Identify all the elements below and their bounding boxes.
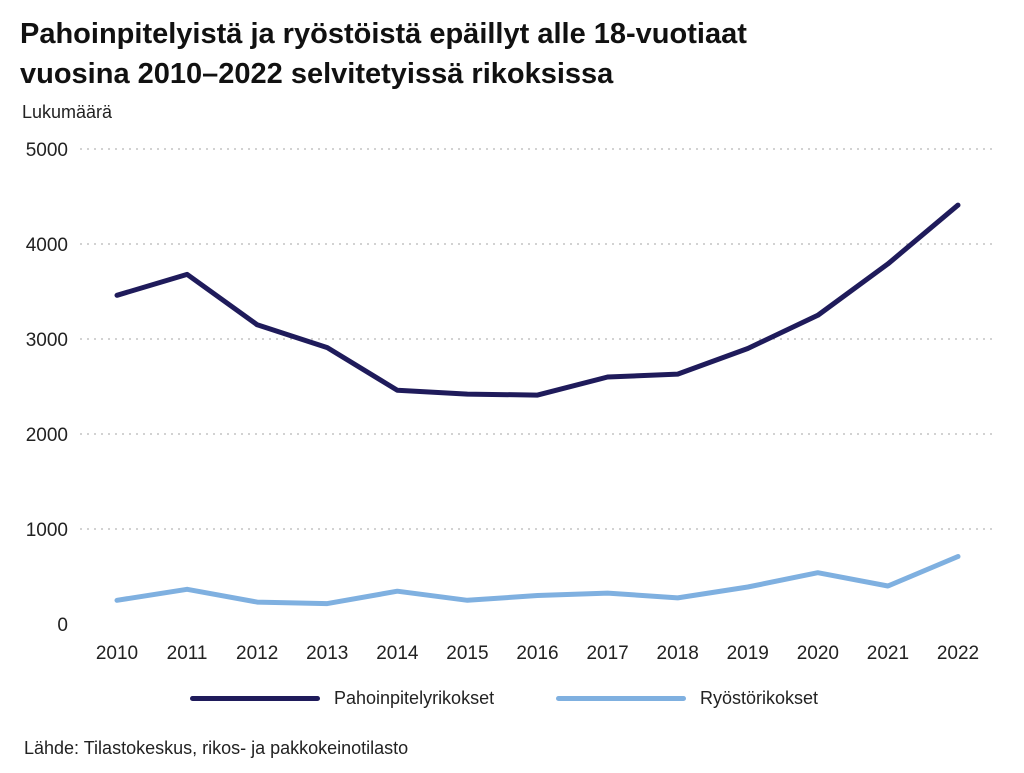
legend-label-ryosto: Ryöstörikokset <box>700 688 819 708</box>
x-tick-label-2016: 2016 <box>516 643 558 664</box>
chart-title-line-1: Pahoinpitelyistä ja ryöstöistä epäillyt … <box>20 18 747 50</box>
chart-title-line-2: vuosina 2010–2022 selvitetyissä rikoksis… <box>20 58 614 90</box>
legend-swatch-ryosto <box>556 696 686 701</box>
x-tick-label-2020: 2020 <box>797 643 839 664</box>
x-tick-label-2014: 2014 <box>376 643 419 664</box>
legend-swatch-pahoinpitely <box>190 696 320 701</box>
y-tick-label-2000: 2000 <box>26 425 68 446</box>
chart-title: Pahoinpitelyistä ja ryöstöistä epäillyt … <box>20 14 1010 94</box>
x-tick-label-2017: 2017 <box>586 643 628 664</box>
y-tick-label-4000: 4000 <box>26 235 68 256</box>
series-line-0 <box>114 202 961 398</box>
x-tick-label-2013: 2013 <box>306 643 348 664</box>
x-tick-label-2010: 2010 <box>96 643 138 664</box>
x-tick-label-2015: 2015 <box>446 643 488 664</box>
y-tick-label-3000: 3000 <box>26 330 68 351</box>
y-tick-label-0: 0 <box>57 615 68 636</box>
y-tick-label-1000: 1000 <box>26 520 68 541</box>
legend-item-ryosto: Ryöstörikokset <box>556 688 818 709</box>
x-tick-label-2021: 2021 <box>867 643 909 664</box>
y-tick-label-5000: 5000 <box>26 140 68 161</box>
x-tick-label-2019: 2019 <box>727 643 769 664</box>
legend-label-pahoinpitely: Pahoinpitelyrikokset <box>334 688 495 708</box>
y-axis-label: Lukumäärä <box>22 102 113 122</box>
x-tick-label-2018: 2018 <box>657 643 699 664</box>
source-note: Lähde: Tilastokeskus, rikos- ja pakkokei… <box>24 738 409 758</box>
legend: Pahoinpitelyrikokset Ryöstörikokset <box>0 688 1024 718</box>
x-tick-label-2012: 2012 <box>236 643 278 664</box>
x-tick-label-2011: 2011 <box>167 643 208 664</box>
legend-item-pahoinpitely: Pahoinpitelyrikokset <box>190 688 494 709</box>
series-line-1 <box>114 554 961 607</box>
x-tick-label-2022: 2022 <box>937 643 979 664</box>
